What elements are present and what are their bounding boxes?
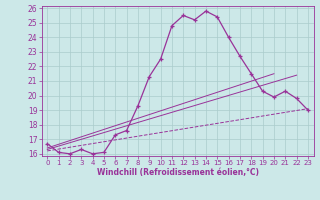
X-axis label: Windchill (Refroidissement éolien,°C): Windchill (Refroidissement éolien,°C) xyxy=(97,168,259,177)
